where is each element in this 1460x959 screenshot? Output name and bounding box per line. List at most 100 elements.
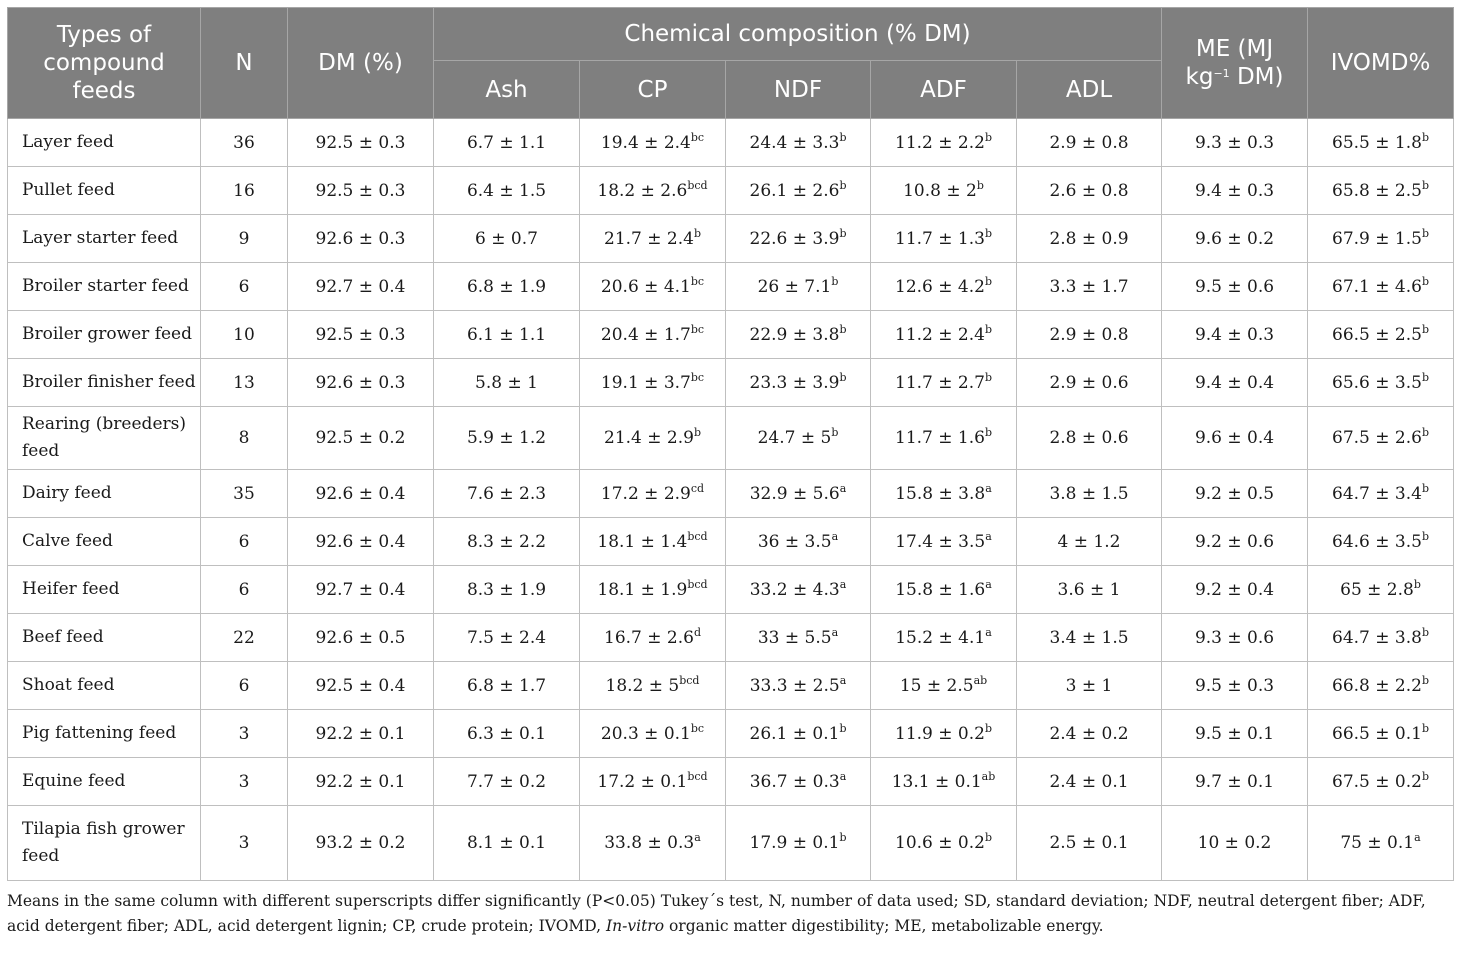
cell-ash-value: 6 ± 0.7 <box>475 228 538 249</box>
cell-ndf-value: 22.6 ± 3.9 <box>749 228 840 249</box>
cell-name: Rearing (breeders) feed <box>7 406 201 470</box>
cell-adl: 3.8 ± 1.5 <box>1015 469 1163 518</box>
cell-name: Calve feed <box>7 517 201 566</box>
cell-ndf-value: 33 ± 5.5 <box>757 627 832 648</box>
cell-name: Beef feed <box>7 613 201 662</box>
significance-superscript: b <box>839 178 847 192</box>
significance-superscript: b <box>831 274 839 288</box>
cell-cp-value: 17.2 ± 2.9 <box>600 483 691 504</box>
cell-name-value: Broiler starter feed <box>22 276 189 296</box>
cell-ivomd-value: 66.5 ± 2.5 <box>1332 324 1422 345</box>
cell-ndf-value: 36 ± 3.5 <box>757 531 832 552</box>
significance-superscript: a <box>839 481 847 495</box>
cell-adl-value: 3 ± 1 <box>1065 675 1113 696</box>
table-row: Rearing (breeders) feed 8 92.5 ± 0.2 5.9 ± … <box>7 406 1455 470</box>
cell-ash-value: 5.8 ± 1 <box>475 372 538 393</box>
cell-adl: 3.3 ± 1.7 <box>1015 262 1163 311</box>
significance-superscript: a <box>985 481 992 495</box>
significance-superscript: a <box>985 529 992 543</box>
table-row: Shoat feed 6 92.5 ± 0.4 6.8 ± 1.7 18.2 ± 5bc… <box>7 661 1455 710</box>
cell-me: 9.6 ± 0.2 <box>1161 214 1309 263</box>
cell-name: Broiler starter feed <box>7 262 201 311</box>
significance-superscript: b <box>1421 625 1430 639</box>
cell-adl-value: 3.3 ± 1.7 <box>1049 276 1129 297</box>
cell-ndf-value: 26.1 ± 2.6 <box>749 180 840 201</box>
cell-adf-value: 15.8 ± 3.8 <box>895 483 986 504</box>
cell-ivomd-value: 65.6 ± 3.5 <box>1332 372 1422 393</box>
cell-ivomd-value: 67.5 ± 0.2 <box>1332 771 1422 792</box>
cell-cp: 21.4 ± 2.9b <box>579 406 726 470</box>
cell-dm-value: 92.5 ± 0.3 <box>315 324 406 345</box>
cell-n-value: 16 <box>233 180 255 201</box>
cell-ndf: 22.6 ± 3.9b <box>725 214 871 263</box>
cell-ivomd: 64.6 ± 3.5b <box>1307 517 1455 566</box>
cell-adf: 15 ± 2.5ab <box>870 661 1017 710</box>
significance-superscript: a <box>1414 831 1421 844</box>
table-footnote: Means in the same column with different … <box>7 892 1426 935</box>
cell-adf: 17.4 ± 3.5a <box>870 517 1017 566</box>
cell-name: Pullet feed <box>7 166 201 215</box>
significance-superscript: b <box>1421 226 1430 240</box>
significance-superscript: b <box>839 322 847 336</box>
cell-cp-value: 20.3 ± 0.1 <box>600 723 691 744</box>
cell-adf: 12.6 ± 4.2b <box>870 262 1017 311</box>
cell-ash: 7.6 ± 2.3 <box>433 469 580 518</box>
table-container: Types of compound feeds N DM (%) Chemica… <box>7 7 1455 939</box>
cell-adl: 2.6 ± 0.8 <box>1015 166 1163 215</box>
cell-ndf-value: 32.9 ± 5.6 <box>749 483 840 504</box>
cell-adf: 11.9 ± 0.2b <box>870 709 1017 758</box>
cell-cp: 17.2 ± 0.1bcd <box>579 757 726 806</box>
cell-n-value: 9 <box>238 228 250 249</box>
cell-dm: 92.5 ± 0.4 <box>287 661 434 710</box>
cell-name-value: Pig fattening feed <box>22 723 177 743</box>
cell-cp: 19.4 ± 2.4bc <box>579 118 726 167</box>
cell-adl: 3 ± 1 <box>1015 661 1163 710</box>
cell-adl: 3.4 ± 1.5 <box>1015 613 1163 662</box>
cell-adf-value: 13.1 ± 0.1 <box>891 771 982 792</box>
cell-cp: 17.2 ± 2.9cd <box>579 469 726 518</box>
cell-cp-value: 18.1 ± 1.9 <box>597 579 688 600</box>
cell-n-value: 6 <box>238 531 250 552</box>
cell-me: 9.2 ± 0.4 <box>1161 565 1309 614</box>
cell-cp: 18.1 ± 1.4bcd <box>579 517 726 566</box>
cell-ndf-value: 17.9 ± 0.1 <box>749 833 840 853</box>
cell-name-value: Broiler grower feed <box>22 324 192 344</box>
cell-cp-value: 20.6 ± 4.1 <box>600 276 691 297</box>
significance-superscript: b <box>984 274 992 288</box>
cell-ivomd: 75 ± 0.1a <box>1307 805 1455 881</box>
cell-dm-value: 92.7 ± 0.4 <box>315 276 406 297</box>
cell-n-value: 13 <box>233 372 255 393</box>
significance-superscript: bcd <box>687 178 708 192</box>
cell-ash: 8.3 ± 2.2 <box>433 517 580 566</box>
cell-adf-value: 11.7 ± 1.3 <box>895 228 985 249</box>
cell-me: 9.3 ± 0.3 <box>1161 118 1309 167</box>
table-row: Tilapia fish grower feed 3 93.2 ± 0.2 8.1 ±… <box>7 805 1455 881</box>
table-row: Pullet feed 16 92.5 ± 0.3 6.4 ± 1.5 18.2 ± 2… <box>7 166 1455 215</box>
cell-adl-value: 2.9 ± 0.8 <box>1049 324 1129 345</box>
cell-ash-value: 7.5 ± 2.4 <box>466 627 547 648</box>
cell-name: Dairy feed <box>7 469 201 518</box>
cell-n-value: 8 <box>238 428 250 448</box>
cell-ash-value: 6.1 ± 1.1 <box>466 324 547 345</box>
cell-name: Layer feed <box>7 118 201 167</box>
significance-superscript: bc <box>690 370 705 384</box>
table-row: Calve feed 6 92.6 ± 0.4 8.3 ± 2.2 18.1 ± 1.4… <box>7 517 1455 566</box>
cell-adf-value: 15.2 ± 4.1 <box>895 627 986 648</box>
cell-ash: 6.7 ± 1.1 <box>433 118 580 167</box>
significance-superscript: a <box>831 529 839 543</box>
significance-superscript: b <box>1421 673 1430 687</box>
cell-me: 9.5 ± 0.1 <box>1161 709 1309 758</box>
cell-adl: 2.9 ± 0.8 <box>1015 118 1163 167</box>
cell-name-value: Beef feed <box>22 627 104 647</box>
cell-ash-value: 8.3 ± 2.2 <box>466 531 547 552</box>
cell-me: 9.4 ± 0.3 <box>1161 310 1309 359</box>
cell-ivomd: 67.9 ± 1.5b <box>1307 214 1455 263</box>
cell-adl: 2.8 ± 0.6 <box>1015 406 1163 470</box>
significance-superscript: bcd <box>687 529 708 543</box>
cell-adl-value: 2.4 ± 0.1 <box>1049 771 1129 792</box>
cell-cp: 18.2 ± 2.6bcd <box>579 166 726 215</box>
cell-me-value: 9.6 ± 0.4 <box>1194 428 1275 448</box>
significance-superscript: b <box>1421 322 1430 336</box>
cell-adf-value: 12.6 ± 4.2 <box>895 276 985 297</box>
cell-adl-value: 2.9 ± 0.6 <box>1049 372 1129 393</box>
